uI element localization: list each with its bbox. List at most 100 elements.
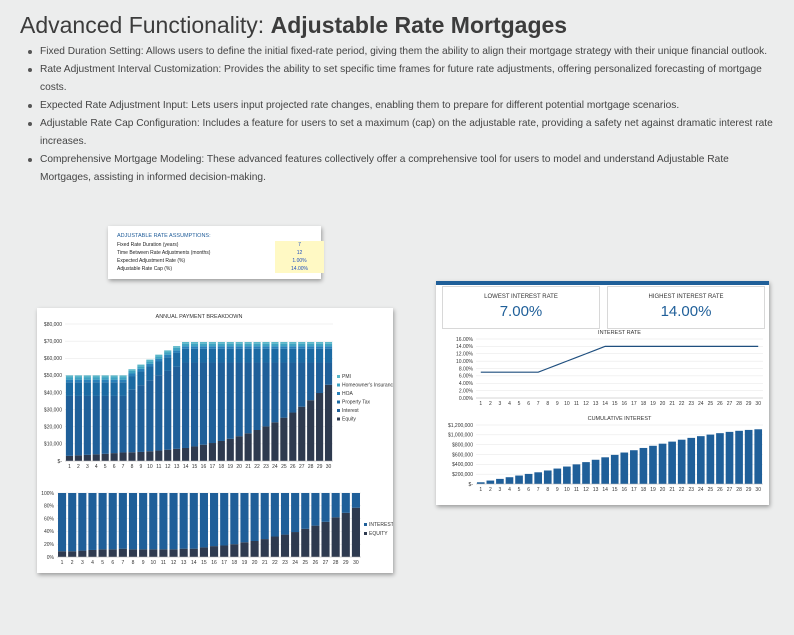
bar	[98, 549, 107, 557]
y-tick-label: $-	[469, 482, 474, 488]
x-tick-label: 3	[499, 487, 502, 493]
legend-label: HOA	[342, 391, 354, 397]
y-tick-label: 0%	[47, 555, 55, 561]
bar	[155, 375, 163, 451]
bar	[101, 377, 109, 380]
y-tick-label: 16.00%	[456, 337, 474, 343]
lowest-rate-value: 7.00%	[499, 303, 543, 320]
x-tick-label: 30	[755, 487, 761, 493]
x-tick-label: 17	[631, 401, 637, 407]
bar	[289, 341, 297, 344]
x-tick-label: 21	[245, 464, 251, 470]
feature-list: Fixed Duration Setting: Allows users to …	[28, 43, 773, 187]
assumption-value-input[interactable]: 12	[275, 249, 324, 257]
bar	[331, 493, 340, 518]
x-tick-label: 11	[574, 401, 579, 407]
x-tick-label: 23	[282, 560, 288, 566]
x-tick-label: 7	[122, 464, 125, 470]
bar	[217, 346, 225, 349]
bar	[128, 376, 136, 390]
bar	[137, 364, 145, 367]
series-line	[480, 345, 759, 373]
bar	[260, 493, 269, 540]
debt-payment-chart: DEBT PAYMENT BREAKDOWN 100% 80% 60% 40% 20% 0%…	[41, 488, 393, 566]
bar	[226, 438, 234, 461]
y-tick-label: $10,000	[44, 442, 62, 448]
bar	[687, 437, 696, 484]
y-tick-label: $20,000	[44, 425, 62, 431]
x-tick-label: 9	[556, 401, 559, 407]
legend-swatch	[337, 417, 340, 421]
y-tick-label: $800,000	[452, 442, 473, 448]
x-tick-label: 20	[252, 560, 258, 566]
x-tick-label: 22	[272, 560, 278, 566]
bar	[146, 366, 154, 381]
bar	[311, 493, 320, 526]
legend-label: Equity	[342, 417, 356, 423]
assumptions-panel: ADJUSTABLE RATE ASSUMPTIONS: Fixed Rate …	[108, 226, 324, 279]
legend-label: EQUITY	[369, 531, 388, 537]
bar	[316, 346, 324, 349]
bar	[65, 379, 74, 383]
bar	[235, 348, 243, 363]
bar	[199, 444, 208, 461]
x-tick-label: 30	[353, 560, 359, 566]
x-tick-label: 4	[508, 487, 511, 493]
bar	[173, 448, 181, 461]
bullet-icon	[28, 50, 32, 54]
bar	[128, 373, 136, 377]
feature-item: Adjustable Rate Cap Configuration: Inclu…	[28, 115, 773, 151]
assumption-row: Adjustable Rate Cap (%) 14.00%	[117, 265, 324, 273]
bar	[543, 470, 552, 484]
bar	[289, 346, 297, 349]
bar	[110, 453, 118, 461]
x-tick-label: 13	[593, 487, 599, 493]
y-tick-label: $200,000	[452, 472, 473, 478]
assumption-value-input[interactable]: 1.00%	[275, 257, 324, 265]
x-tick-label: 7	[537, 401, 540, 407]
bar	[190, 446, 199, 461]
y-tick-label: $30,000	[44, 407, 62, 413]
x-tick-label: 23	[688, 401, 694, 407]
y-tick-label: 4.00%	[459, 381, 474, 387]
x-tick-label: 20	[660, 487, 666, 493]
x-tick-label: 10	[150, 560, 156, 566]
bar	[240, 493, 249, 543]
bar	[164, 350, 172, 353]
x-tick-label: 6	[111, 560, 114, 566]
bar	[110, 395, 118, 454]
bar	[307, 341, 315, 344]
x-tick-label: 3	[499, 401, 502, 407]
bar	[250, 493, 259, 541]
x-tick-label: 13	[174, 464, 180, 470]
bar	[68, 493, 77, 552]
assumption-value-input[interactable]: 7	[275, 241, 324, 249]
bar	[582, 462, 590, 484]
bar	[101, 395, 109, 454]
bar	[92, 375, 100, 378]
x-tick-label: 7	[121, 560, 124, 566]
bar	[270, 493, 279, 537]
x-tick-label: 29	[343, 560, 349, 566]
bar	[744, 429, 753, 484]
bar	[280, 341, 288, 344]
bar	[128, 389, 136, 453]
bar	[226, 362, 234, 439]
rate-charts-panel: LOWEST INTEREST RATE 7.00% HIGHEST INTER…	[436, 281, 769, 505]
x-tick-label: 19	[650, 487, 656, 493]
x-tick-label: 7	[537, 487, 540, 493]
bar	[92, 395, 100, 455]
bar	[108, 549, 117, 557]
bar	[137, 371, 145, 386]
x-tick-label: 11	[156, 464, 161, 470]
bar	[226, 346, 234, 349]
bar	[230, 493, 239, 545]
bar	[280, 493, 290, 535]
bar	[226, 341, 234, 344]
bar	[324, 362, 333, 385]
assumption-value-input[interactable]: 14.00%	[275, 265, 324, 273]
bar	[155, 358, 163, 362]
bar	[208, 443, 216, 461]
bar	[210, 493, 219, 547]
x-tick-label: 10	[564, 401, 570, 407]
